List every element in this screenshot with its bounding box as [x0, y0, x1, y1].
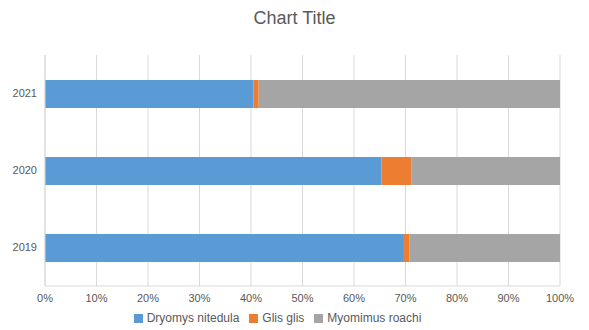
svg-text:80%: 80% — [446, 292, 468, 304]
svg-text:40%: 40% — [240, 292, 262, 304]
svg-text:50%: 50% — [291, 292, 313, 304]
svg-text:30%: 30% — [188, 292, 210, 304]
html-text:Dryomys nitedula: Dryomys nitedula — [146, 311, 240, 325]
svg-text:0%: 0% — [37, 292, 53, 304]
svg-text:2021: 2021 — [13, 87, 37, 99]
svg-text:20%: 20% — [137, 292, 159, 304]
svg-text:10%: 10% — [85, 292, 107, 304]
html-text:Chart Title: Chart Title — [253, 8, 336, 28]
html-text:Glis glis: Glis glis — [262, 311, 305, 325]
svg-text:90%: 90% — [497, 292, 519, 304]
svg-text:2020: 2020 — [13, 164, 37, 176]
html-text:Myomimus roachi: Myomimus roachi — [327, 311, 422, 325]
svg-text:2019: 2019 — [13, 241, 37, 253]
svg-text:60%: 60% — [343, 292, 365, 304]
svg-text:70%: 70% — [394, 292, 416, 304]
svg-text:100%: 100% — [546, 292, 574, 304]
